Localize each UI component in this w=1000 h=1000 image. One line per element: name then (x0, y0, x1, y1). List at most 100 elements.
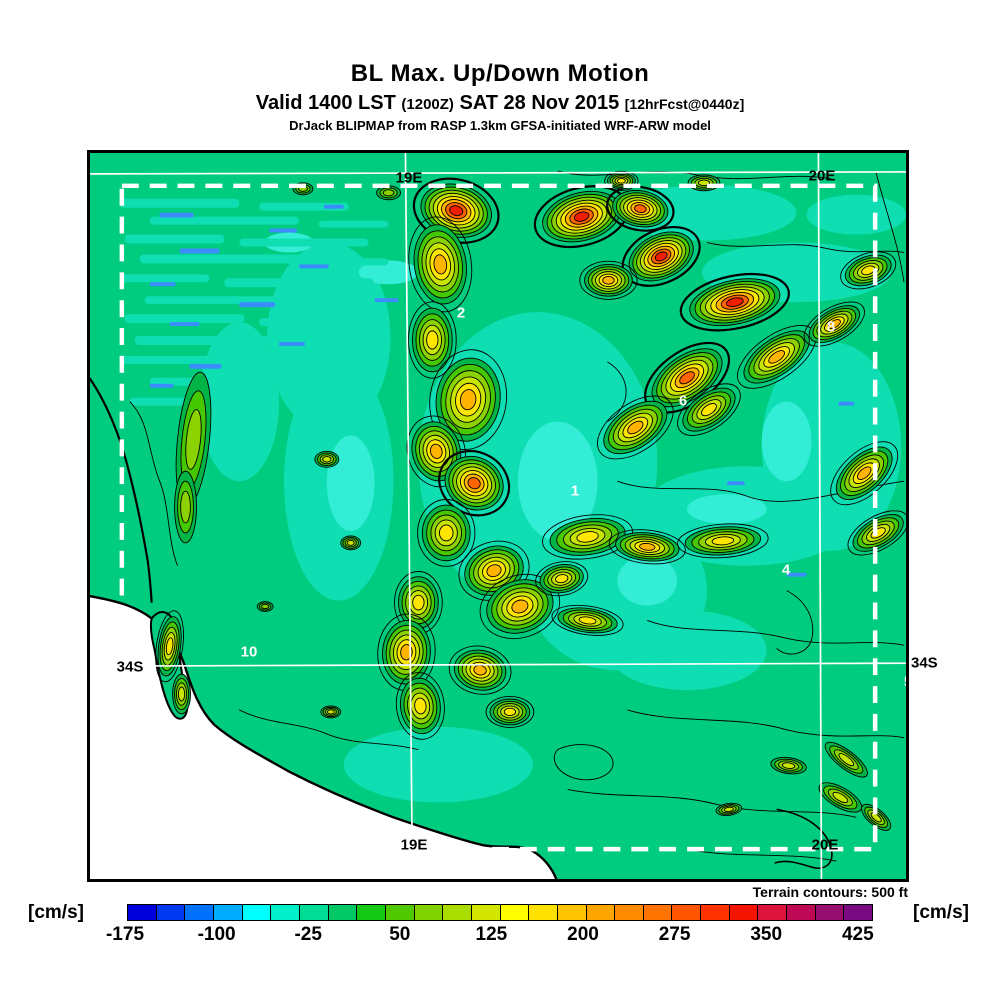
map-frame: 19E 20E 19E 20E 34S 2 8 6 1 4 10 5 (87, 150, 909, 882)
grid-label-34s-right: 34S (911, 654, 938, 672)
colorbar-segment (241, 904, 272, 921)
colorbar-segment (614, 904, 644, 921)
colorbar-segment (786, 904, 816, 921)
spot-value: 5 (904, 674, 906, 691)
colorbar-tick-label: -100 (197, 924, 236, 945)
colorbar-segment (499, 904, 530, 921)
terrain-ridge (818, 782, 863, 813)
spot-value: 2 (456, 304, 466, 322)
colorbar-tick-label: 200 (567, 924, 599, 945)
terrain-ridge (174, 470, 197, 544)
forecast-tag: [12hrFcst@0440z] (624, 96, 745, 112)
terrain-contours-note: Terrain contours: 500 ft (752, 884, 908, 900)
colorbar-segment (642, 904, 673, 921)
terrain-ridge (551, 604, 624, 636)
terrain-ridge (824, 741, 868, 778)
valid-time: Valid 1400 LST (255, 92, 396, 114)
colorbar-tick-label: 350 (750, 924, 783, 945)
spot-value: 8 (826, 318, 836, 336)
terrain-ridge (172, 673, 191, 715)
colorbar-segment (327, 904, 358, 921)
terrain-ridge (677, 383, 741, 436)
terrain-ridge (830, 441, 899, 506)
grid-label-19e-top: 19E (395, 169, 423, 187)
valid-zulu: (1200Z) (401, 96, 454, 113)
terrain-ridge (606, 185, 675, 232)
terrain-ridge (770, 756, 807, 775)
colorbar-tick-label: 425 (841, 924, 874, 945)
colorbar-segment (757, 904, 788, 921)
colorbar-segment (528, 904, 558, 921)
graticule (90, 153, 906, 879)
terrain-ridge (679, 272, 790, 332)
page-title: BL Max. Up/Down Motion (350, 60, 650, 87)
colorbar-tick-label: 275 (658, 924, 691, 945)
colorbar-segment (413, 904, 444, 921)
coastline-west (90, 377, 153, 603)
model-description: DrJack BLIPMAP from RASP 1.3km GFSA-init… (289, 118, 711, 133)
terrain-ridge (417, 499, 476, 567)
terrain-ridge (803, 301, 865, 347)
terrain-ridge (579, 260, 638, 300)
colorbar-segment (298, 904, 329, 921)
terrain-ridge (256, 601, 274, 612)
colorbar-segment (184, 904, 214, 921)
colorbar-segment (470, 904, 501, 921)
valid-date: SAT 28 Nov 2015 (459, 92, 620, 114)
valid-time-line: Valid 1400 LST (1200Z) SAT 28 Nov 2015 [… (0, 92, 1000, 115)
terrain-ridge (687, 174, 721, 192)
coastline-south (774, 808, 833, 869)
colorbar-segment (671, 904, 702, 921)
colorbar (127, 904, 874, 921)
terrain-ridge (861, 803, 892, 831)
colorbar-segment (442, 904, 472, 921)
blipmap-canvas (90, 153, 906, 879)
colorbar-segment (700, 904, 730, 921)
spot-value: 10 (240, 643, 258, 661)
grid-label-34s-left: 34S (116, 658, 144, 676)
terrain-ridge (485, 695, 535, 728)
terrain-ridge (429, 349, 508, 451)
colorbar-tick-label: 50 (389, 924, 411, 945)
colorbar-segment (127, 904, 157, 921)
colorbar-segment (155, 904, 186, 921)
colorbar-tick-label: -175 (105, 924, 145, 945)
spot-value: 1 (570, 482, 580, 500)
terrain-ridge (715, 802, 743, 817)
terrain-ridge (458, 540, 530, 601)
terrain-ridge (155, 610, 184, 683)
spot-value: 6 (678, 392, 688, 410)
units-label-left: [cm/s] (28, 902, 84, 923)
colorbar-segment (556, 904, 587, 921)
terrain-ridge (438, 449, 511, 517)
terrain-ridge (412, 177, 500, 244)
colorbar-segment (384, 904, 415, 921)
colorbar-tick-label: 125 (475, 924, 508, 945)
colorbar-segment (585, 904, 616, 921)
grid-label-19e-bottom: 19E (400, 836, 428, 854)
grid-label-20e-bottom: 20E (811, 836, 839, 854)
colorbar-segment (814, 904, 845, 921)
terrain-ridge (340, 535, 362, 551)
terrain-ridge (320, 705, 342, 719)
model-domain-dashed-box (119, 183, 878, 852)
terrain-ridge (408, 216, 473, 313)
grid-label-20e-top: 20E (808, 167, 836, 185)
terrain-ridge (644, 341, 731, 414)
spot-value: 4 (781, 561, 791, 579)
colorbar-tick-label: -25 (294, 924, 322, 945)
terrain-ridge (535, 561, 589, 597)
terrain-ridge (479, 573, 561, 640)
colorbar-segment (356, 904, 386, 921)
terrain-ridge (677, 523, 769, 559)
terrain-ridge (737, 325, 817, 389)
terrain-ridge (407, 301, 457, 379)
terrain-ridge (533, 185, 630, 249)
colorbar-segment (728, 904, 759, 921)
colorbar-segment (843, 904, 874, 921)
terrain-ridge (542, 514, 634, 560)
colorbar-segment (212, 904, 243, 921)
terrain-ridge (314, 450, 340, 468)
units-label-right: [cm/s] (913, 902, 969, 923)
terrain-ridge (597, 395, 674, 460)
